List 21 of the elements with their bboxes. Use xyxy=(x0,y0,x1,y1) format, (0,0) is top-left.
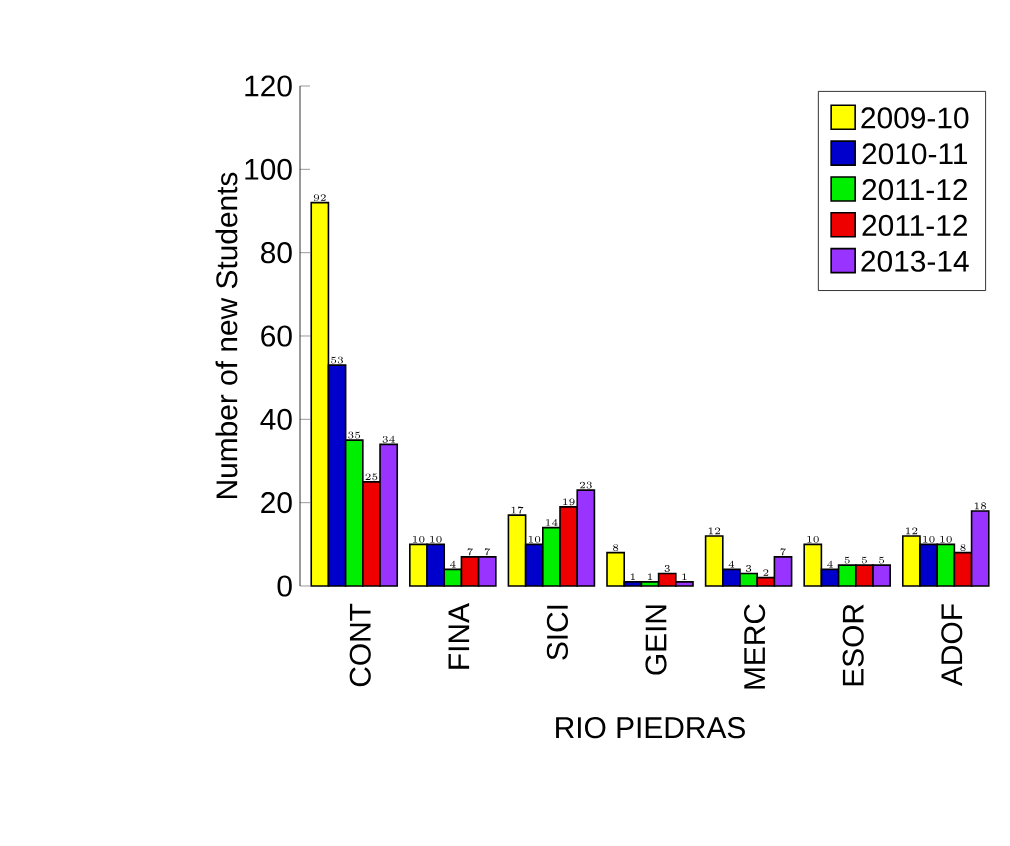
x-tick-label: GEIN xyxy=(645,605,667,675)
legend-label: 2011-12 xyxy=(862,179,967,201)
legend-label: 2011-12 xyxy=(862,214,967,237)
y-tick-label: 120 xyxy=(245,75,292,97)
legend-label: 2010-11 xyxy=(862,143,968,165)
y-tick-label: 40 xyxy=(260,408,292,430)
y-tick-label: 20 xyxy=(261,492,292,514)
x-tick-label: ESOR xyxy=(842,604,864,686)
x-tick-label: FINA xyxy=(448,603,470,669)
legend-label: 2009-10 xyxy=(861,107,969,129)
y-tick-label: 60 xyxy=(261,325,292,347)
y-tick-label: 80 xyxy=(261,242,292,264)
legend-label: 2013-14 xyxy=(861,250,969,272)
x-tick-label: ADOF xyxy=(941,604,963,686)
x-tick-label: SICI xyxy=(546,605,568,660)
y-tick-label: 100 xyxy=(245,158,292,180)
x-axis-title: RIO PIEDRAS xyxy=(556,717,745,739)
x-tick-label: MERC xyxy=(744,604,766,689)
y-tick-label: 0 xyxy=(277,575,292,597)
y-axis-title: Number of new Students xyxy=(215,172,238,499)
x-tick-label: CONT xyxy=(349,603,371,687)
